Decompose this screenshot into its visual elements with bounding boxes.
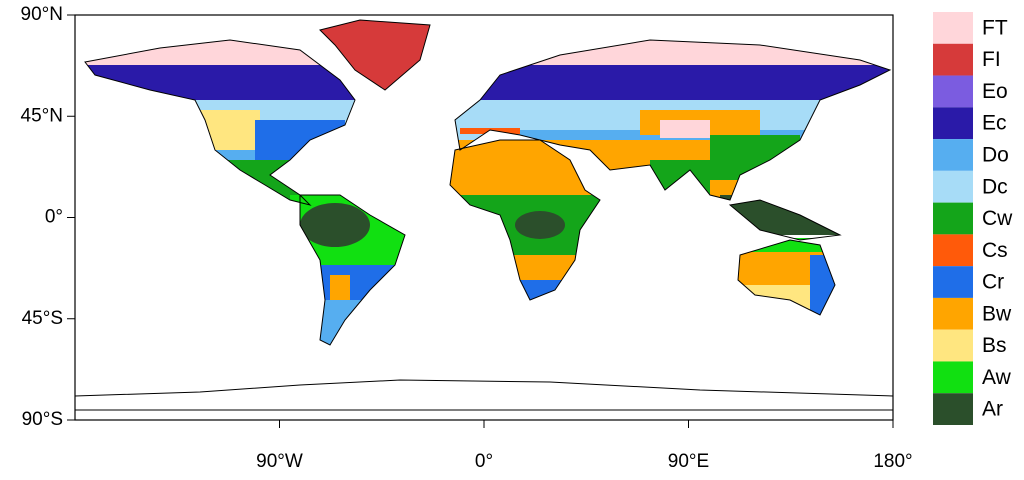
legend-label: Dc <box>982 175 1008 198</box>
zone-ft <box>85 40 890 70</box>
legend-swatch <box>933 202 973 235</box>
south-america <box>299 194 406 346</box>
legend-swatch <box>933 43 973 76</box>
axes: 90°W 0° 90°E 180° 90°N 45°N 0° 45°S 90°S <box>21 4 913 472</box>
antarctica <box>74 379 894 411</box>
legend-label: Ar <box>982 398 1003 421</box>
legend-label: Aw <box>982 366 1012 389</box>
legend-swatch <box>933 329 973 362</box>
eurasia <box>454 39 892 201</box>
legend-swatch <box>933 75 973 108</box>
legend-label: Cw <box>982 207 1013 230</box>
legend-label: Cs <box>982 239 1008 262</box>
zone-cw-asia <box>710 135 800 180</box>
legend-swatch <box>933 234 973 267</box>
legend-swatch <box>933 139 973 171</box>
zone-cw-ca <box>220 160 310 200</box>
coastlines <box>74 39 894 411</box>
y-tick-label: 0° <box>45 207 63 228</box>
legend-label: FI <box>982 48 1001 71</box>
legend: FT FI Eo Ec Do Dc Cw Cs Cr Bw Bs Aw Ar <box>933 12 1013 425</box>
x-tick-label: 0° <box>475 451 493 472</box>
x-tick-label: 90°E <box>668 451 709 472</box>
y-tick-label: 90°S <box>22 409 63 430</box>
y-tick-label: 45°S <box>22 308 63 329</box>
zone-ar-congo <box>515 211 565 239</box>
zone-cr-sa <box>290 265 420 300</box>
zone-ec <box>85 65 890 105</box>
legend-swatch <box>933 361 973 394</box>
legend-label: Bs <box>982 334 1007 357</box>
zone-ar-amazon <box>300 203 370 247</box>
legend-label: Do <box>982 144 1009 167</box>
legend-label: Cr <box>982 271 1004 294</box>
legend-label: Eo <box>982 80 1008 103</box>
legend-swatch <box>933 266 973 298</box>
africa <box>449 139 601 301</box>
legend-label: Bw <box>982 302 1012 325</box>
legend-swatch <box>933 107 973 140</box>
greenland <box>319 19 431 91</box>
x-tick-label: 180° <box>873 451 912 472</box>
australia <box>737 239 836 316</box>
legend-swatch <box>933 12 973 44</box>
legend-swatch <box>933 170 973 203</box>
zone-bs-na <box>200 110 260 150</box>
y-tick-label: 90°N <box>21 4 63 25</box>
legend-label: Ec <box>982 112 1007 135</box>
zone-bw-sa <box>330 275 350 305</box>
zone-cr-na <box>255 120 345 165</box>
legend-label: FT <box>982 16 1008 39</box>
x-tick-label: 90°W <box>256 451 303 472</box>
zone-tibet <box>660 120 710 138</box>
legend-swatch <box>933 393 973 425</box>
indonesia <box>728 199 842 241</box>
y-tick-label: 45°N <box>21 105 63 126</box>
climate-zones <box>85 40 890 345</box>
zone-ar-seasia <box>720 195 850 235</box>
legend-swatch <box>933 297 973 330</box>
